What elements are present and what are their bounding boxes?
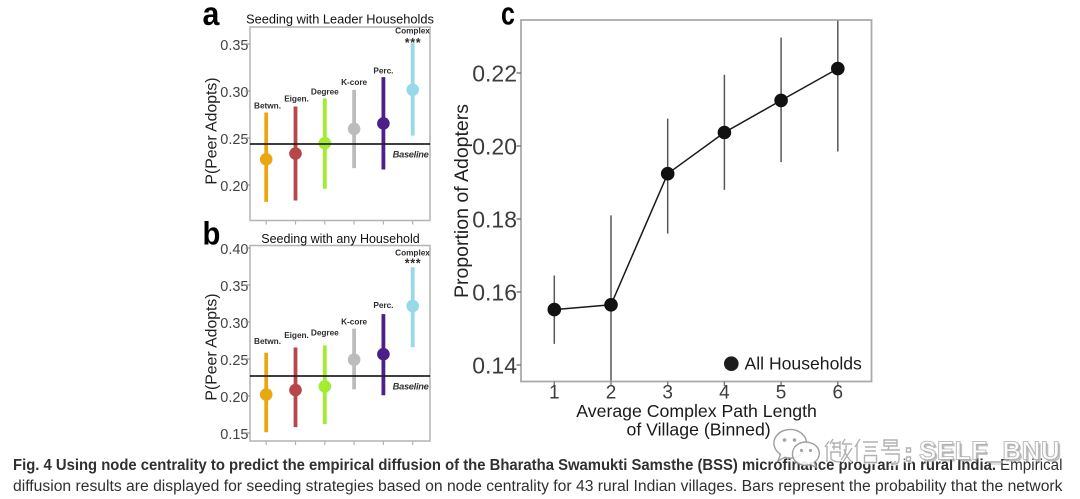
svg-text:Seeding with any Household: Seeding with any Household [261, 232, 419, 246]
svg-text:0.25: 0.25 [220, 132, 248, 148]
svg-text:b: b [203, 215, 221, 252]
svg-text:5: 5 [776, 383, 787, 404]
svg-text:0.40: 0.40 [220, 242, 248, 258]
svg-text:0.30: 0.30 [220, 316, 248, 332]
svg-text:Degree: Degree [311, 87, 339, 97]
svg-text:Baseline: Baseline [393, 150, 429, 160]
svg-text:Eigen.: Eigen. [284, 330, 309, 340]
svg-text:0.16: 0.16 [472, 279, 517, 305]
svg-text:Complex: Complex [395, 26, 430, 36]
svg-text:Seeding with Leader Households: Seeding with Leader Households [246, 11, 434, 26]
svg-text:0.20: 0.20 [220, 179, 248, 195]
svg-text:Perc.: Perc. [373, 66, 393, 76]
svg-text:Complex: Complex [395, 248, 430, 258]
svg-text:0.30: 0.30 [220, 85, 248, 101]
svg-text:SELF_BNU: SELF_BNU [919, 436, 1060, 466]
svg-text:6: 6 [833, 383, 844, 404]
svg-text:P(Peer Adopts): P(Peer Adopts) [204, 293, 221, 400]
svg-text:0.25: 0.25 [220, 353, 248, 369]
svg-text:0.22: 0.22 [472, 60, 517, 86]
svg-text:***: *** [405, 257, 421, 271]
svg-text:3: 3 [662, 383, 673, 404]
svg-text:K-core: K-core [341, 317, 367, 327]
svg-text:P(Peer Adopts): P(Peer Adopts) [204, 77, 221, 184]
svg-text:Perc.: Perc. [373, 300, 393, 310]
svg-text:2: 2 [606, 383, 617, 404]
svg-text:0.14: 0.14 [472, 352, 517, 378]
svg-text:All Households: All Households [745, 353, 863, 373]
svg-text:***: *** [405, 36, 421, 50]
svg-text:a: a [203, 0, 220, 32]
svg-text:Betwn.: Betwn. [254, 336, 281, 346]
svg-text:K-core: K-core [341, 77, 367, 87]
svg-text:0.15: 0.15 [220, 427, 248, 443]
svg-text:diffusion results are displaye: diffusion results are displayed for seed… [13, 478, 1063, 495]
svg-text:Proportion of Adopters: Proportion of Adopters [451, 104, 473, 298]
svg-text:Degree: Degree [311, 328, 339, 338]
svg-text:0.18: 0.18 [472, 206, 517, 232]
svg-text:c: c [501, 0, 515, 32]
svg-text:0.35: 0.35 [220, 279, 248, 295]
svg-text:Average Complex Path Length: Average Complex Path Length [576, 401, 817, 421]
svg-text:0.20: 0.20 [472, 133, 517, 159]
svg-text:Betwn.: Betwn. [254, 101, 281, 111]
svg-text:of Village (Binned): of Village (Binned) [626, 420, 770, 440]
svg-text:4: 4 [719, 383, 730, 404]
svg-text:Baseline: Baseline [393, 381, 429, 391]
svg-text:Eigen.: Eigen. [284, 94, 309, 104]
svg-text:Fig. 4 Using node centrality t: Fig. 4 Using node centrality to predict … [13, 457, 1063, 474]
svg-text:0.35: 0.35 [220, 38, 248, 54]
svg-text:0.20: 0.20 [220, 390, 248, 406]
svg-text:1: 1 [549, 383, 560, 404]
svg-text:SELF_BNU: SELF_BNU [921, 437, 1062, 467]
